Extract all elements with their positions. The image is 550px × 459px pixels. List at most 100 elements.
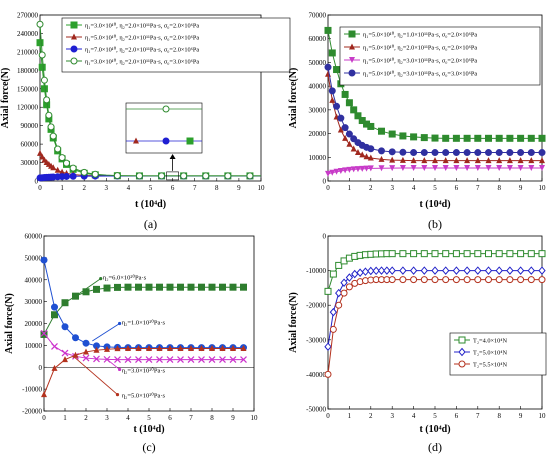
data-point [41, 391, 47, 398]
data-point [62, 356, 68, 363]
y-tick-label: 0 [323, 233, 327, 241]
y-tick-label: 50000 [25, 254, 43, 262]
data-point [40, 85, 48, 93]
data-point [72, 334, 79, 342]
y-tick-label: 30000 [25, 298, 43, 306]
x-axis-label: t (10⁴d) [135, 199, 166, 210]
zoom-arrow-head [169, 154, 176, 159]
y-tick-label: 70000 [309, 12, 327, 20]
data-point [388, 148, 396, 156]
data-point [442, 157, 449, 164]
legend-marker [70, 57, 78, 65]
annotation-label: η₂=6.0×10²⁰Pa·s [103, 274, 147, 282]
data-point [135, 344, 142, 351]
data-point [420, 250, 428, 258]
data-point [378, 147, 385, 155]
series-1 [324, 250, 546, 295]
x-tick-label: 4 [127, 184, 131, 192]
data-point [351, 269, 359, 279]
data-point [93, 285, 100, 293]
series-1 [324, 26, 546, 142]
data-point [345, 273, 354, 282]
panel-caption: (a) [144, 217, 157, 231]
data-point [51, 343, 58, 350]
data-point [431, 276, 439, 284]
legend-marker [348, 69, 356, 77]
data-point [474, 134, 482, 142]
y-axis-label: Axial force(N) [0, 68, 11, 129]
data-point [420, 266, 428, 275]
data-point [527, 276, 535, 284]
data-point [431, 266, 439, 275]
data-point [359, 165, 366, 172]
data-point [45, 111, 53, 119]
y-axis-label: Axial force(N) [4, 293, 15, 354]
x-tick-label: 0 [326, 412, 330, 420]
y-tick-label: 90000 [21, 122, 39, 130]
y-tick-label: -30000 [306, 336, 326, 344]
data-point [38, 51, 46, 59]
data-point [335, 261, 343, 269]
data-point [124, 356, 132, 364]
y-tick-label: -10000 [22, 386, 42, 394]
data-point [346, 166, 353, 173]
x-tick-label: 2 [84, 414, 88, 422]
data-point [337, 126, 344, 133]
x-tick-label: 2 [369, 412, 373, 420]
data-point [378, 127, 385, 135]
data-point [325, 70, 331, 77]
data-point [421, 164, 428, 171]
data-point [40, 76, 48, 84]
y-tick-label: -40000 [306, 371, 326, 379]
data-point [229, 356, 237, 364]
data-point [359, 151, 366, 158]
data-point [485, 276, 492, 284]
series-4 [41, 344, 247, 398]
data-point [346, 140, 353, 147]
data-point [452, 149, 460, 157]
data-point [452, 276, 460, 284]
data-point [54, 145, 62, 153]
data-point [516, 266, 525, 275]
data-point [495, 276, 503, 284]
data-point [246, 172, 254, 180]
y-tick-label: -20000 [306, 302, 326, 310]
data-point [399, 164, 406, 171]
data-point [350, 166, 357, 173]
data-point [410, 149, 418, 157]
data-point [356, 268, 364, 277]
data-point [329, 325, 337, 333]
data-point [50, 164, 57, 171]
data-point [180, 172, 188, 180]
data-point [198, 356, 205, 364]
data-point [47, 123, 55, 131]
data-point [93, 346, 100, 353]
data-point [69, 164, 77, 172]
data-point [410, 133, 418, 141]
data-point [463, 250, 471, 258]
data-point [219, 344, 226, 351]
data-point [337, 114, 345, 122]
data-point [358, 117, 366, 125]
annotation-arrow [73, 355, 118, 395]
data-point [410, 157, 417, 164]
x-tick-label: 4 [412, 184, 416, 192]
y-tick-label: 10000 [309, 154, 327, 162]
y-axis-label: Axial force(N) [288, 68, 299, 129]
data-point [495, 250, 503, 258]
legend-label: η₁=7.0×10¹⁰, η₂=2.0×10¹¹Pa·s, σ₀=2.0×10⁶… [85, 46, 199, 53]
series-line [39, 24, 261, 177]
data-point [230, 344, 236, 351]
data-point [350, 145, 357, 152]
data-point [240, 344, 247, 351]
data-point [452, 266, 461, 275]
inset-marker [186, 137, 194, 145]
data-point [388, 130, 396, 138]
legend-label: η₁=3.0×10¹⁰, η₂=2.0×10¹¹Pa·s, σ₀=3.0×10⁶… [85, 58, 199, 65]
data-point [506, 157, 513, 164]
data-point [410, 250, 418, 258]
data-point [61, 323, 69, 331]
data-point [333, 168, 340, 175]
data-point [219, 283, 226, 291]
data-point [452, 134, 460, 142]
